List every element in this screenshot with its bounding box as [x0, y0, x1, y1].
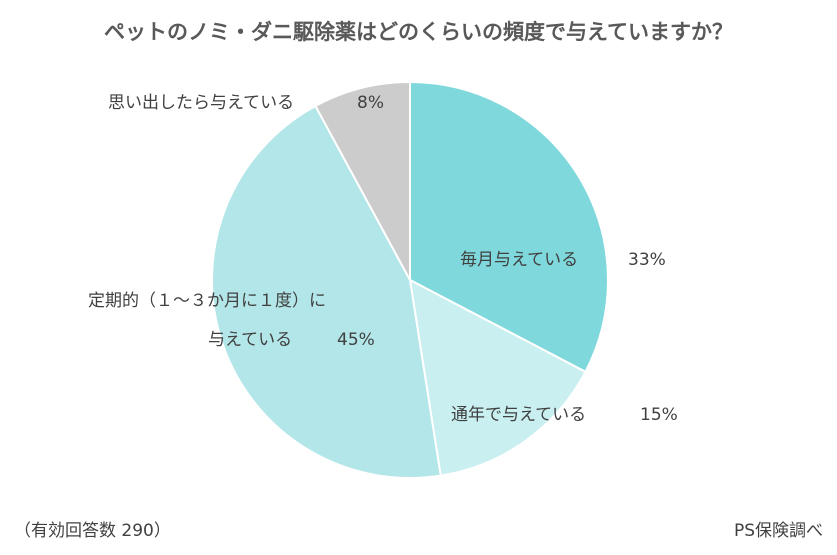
label-periodic-line1: 定期的（１～３か月に１度）に: [88, 291, 326, 311]
chart-title: ペットのノミ・ダニ駆除薬はどのくらいの頻度で与えていますか？: [104, 20, 733, 44]
label-monthly-value: 33%: [628, 250, 666, 270]
label-monthly-text: 毎月与えている: [460, 250, 578, 270]
label-year-round-text: 通年で与えている: [451, 405, 586, 425]
label-periodic-line2: 与えている 45%: [208, 330, 375, 350]
label-year-round: 通年で与えている 15%: [451, 405, 678, 425]
source-note: PS保険調べ: [733, 521, 823, 541]
sample-size-note: （有効回答数 290）: [14, 521, 171, 541]
slice-year-round: [408, 278, 587, 477]
slice-periodic: [211, 104, 442, 479]
label-periodic-value: 45%: [337, 330, 375, 350]
label-when-remembered: 思い出したら与えている 8%: [108, 93, 384, 113]
label-periodic-text: 与えている: [208, 330, 292, 350]
label-when-remembered-text: 思い出したら与えている: [108, 93, 294, 113]
label-when-remembered-value: 8%: [357, 93, 384, 113]
label-year-round-value: 15%: [640, 405, 678, 425]
slice-when-remembered: [314, 80, 411, 281]
slice-monthly: [409, 80, 609, 374]
label-monthly: 毎月与えている 33%: [460, 250, 666, 270]
